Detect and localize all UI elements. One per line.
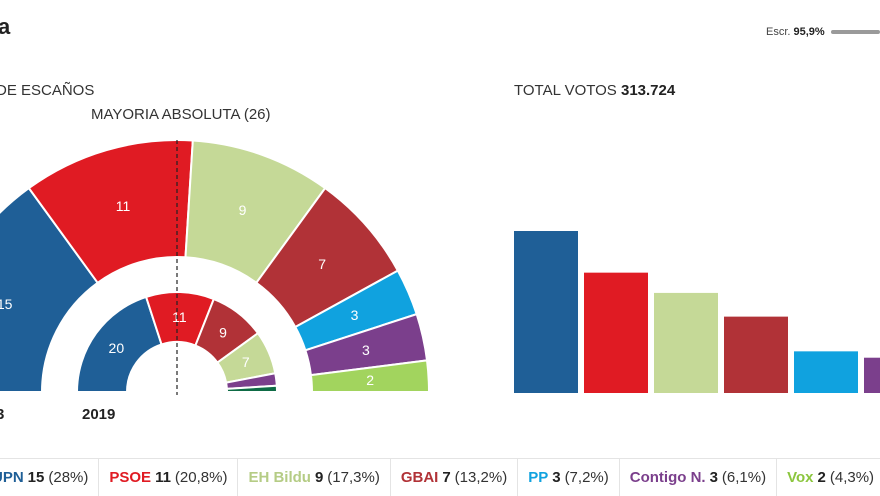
outer-seat-arc-vox xyxy=(309,359,431,393)
legend-party-name: PSOE xyxy=(109,469,152,486)
outer-seat-arc-label-eh-bildu: 9 xyxy=(239,202,247,218)
legend-percent: (13,2%) xyxy=(454,469,508,486)
inner-seat-arc-segment-1 xyxy=(75,295,163,393)
vote-bar-psoe xyxy=(584,272,648,393)
legend-item-eh-bildu: EH Bildu 9 (17,3%) xyxy=(238,459,391,496)
inner-seat-arc-label-segment-3: 9 xyxy=(219,325,227,341)
legend-party-name: Contigo N. xyxy=(629,469,706,486)
legend-party-name: Vox xyxy=(787,469,814,486)
vote-bar-upn xyxy=(514,231,578,393)
outer-ring-year-label: 3 xyxy=(0,406,5,423)
votes-total: 313.724 xyxy=(620,82,676,99)
votes-panel-title: TOTAL VOTOS 313.724 xyxy=(514,82,675,99)
scrutiny-value: 95,9% xyxy=(793,26,825,38)
majority-label: MAYORIA ABSOLUTA (26) xyxy=(91,106,271,123)
vote-bar-gbai xyxy=(724,316,788,393)
legend-party-name: GBAI xyxy=(400,469,439,486)
legend-seats: 9 xyxy=(314,469,324,486)
legend-item-psoe: PSOE 11 (20,8%) xyxy=(99,459,239,496)
legend-item-upn: UPN15(28%) xyxy=(0,459,100,496)
vote-bar-contigo-n xyxy=(864,357,880,393)
legend-seats: 11 xyxy=(155,469,171,486)
vote-bar-eh-bildu xyxy=(654,292,718,393)
scrutiny-label: Escr. xyxy=(766,26,791,38)
scrutiny-progress-bar xyxy=(831,30,880,34)
inner-seat-arc-segment-6 xyxy=(225,384,279,393)
legend-item-vox: Vox 2 (4,3%) xyxy=(777,459,880,496)
inner-ring-year-label: 2019 xyxy=(82,406,116,423)
outer-seat-arc-label-contigo-n: 3 xyxy=(362,342,370,358)
legend-percent: (6,1%) xyxy=(721,469,767,486)
legend-seats: 3 xyxy=(709,469,718,486)
legend-percent: (28%) xyxy=(48,469,89,486)
legend-party-name: PP xyxy=(528,469,549,486)
page-title: a xyxy=(0,14,11,39)
seats-panel-title: DE ESCAÑOS xyxy=(0,82,95,99)
legend-party-name: UPN xyxy=(0,469,24,486)
legend-item-gbai: GBAI 7 (13,2%) xyxy=(391,459,519,496)
outer-seat-arc-label-vox: 2 xyxy=(366,372,374,388)
legend-item-contigo-n: Contigo N. 3 (6,1%) xyxy=(620,459,778,496)
legend-seats: 3 xyxy=(552,469,561,486)
legend-percent: (4,3%) xyxy=(829,469,875,486)
legend-seats: 7 xyxy=(442,469,451,486)
legend-party-name: EH Bildu xyxy=(248,469,311,486)
outer-seat-arc-label-upn: 15 xyxy=(0,296,13,312)
inner-seat-arc-label-segment-2: 11 xyxy=(172,309,187,325)
legend-percent: (7,2%) xyxy=(564,469,609,486)
legend-seats: 15 xyxy=(27,469,45,486)
votes-title-prefix: TOTAL VOTOS xyxy=(514,82,617,99)
inner-seat-arc-label-segment-4: 7 xyxy=(242,354,250,370)
vote-bar-pp xyxy=(794,351,858,393)
outer-seat-arc-label-gbai: 7 xyxy=(318,256,326,272)
outer-seat-arc-label-psoe: 11 xyxy=(116,198,131,214)
legend-percent: (17,3%) xyxy=(327,469,380,486)
legend-item-pp: PP 3 (7,2%) xyxy=(518,459,620,496)
legend-seats: 2 xyxy=(817,469,826,486)
inner-seat-arc-label-segment-1: 20 xyxy=(109,340,125,356)
legend-percent: (20,8%) xyxy=(174,469,228,486)
scrutiny-indicator: Escr. 95,9% xyxy=(766,26,825,38)
outer-seat-arc-label-pp: 3 xyxy=(351,307,359,323)
